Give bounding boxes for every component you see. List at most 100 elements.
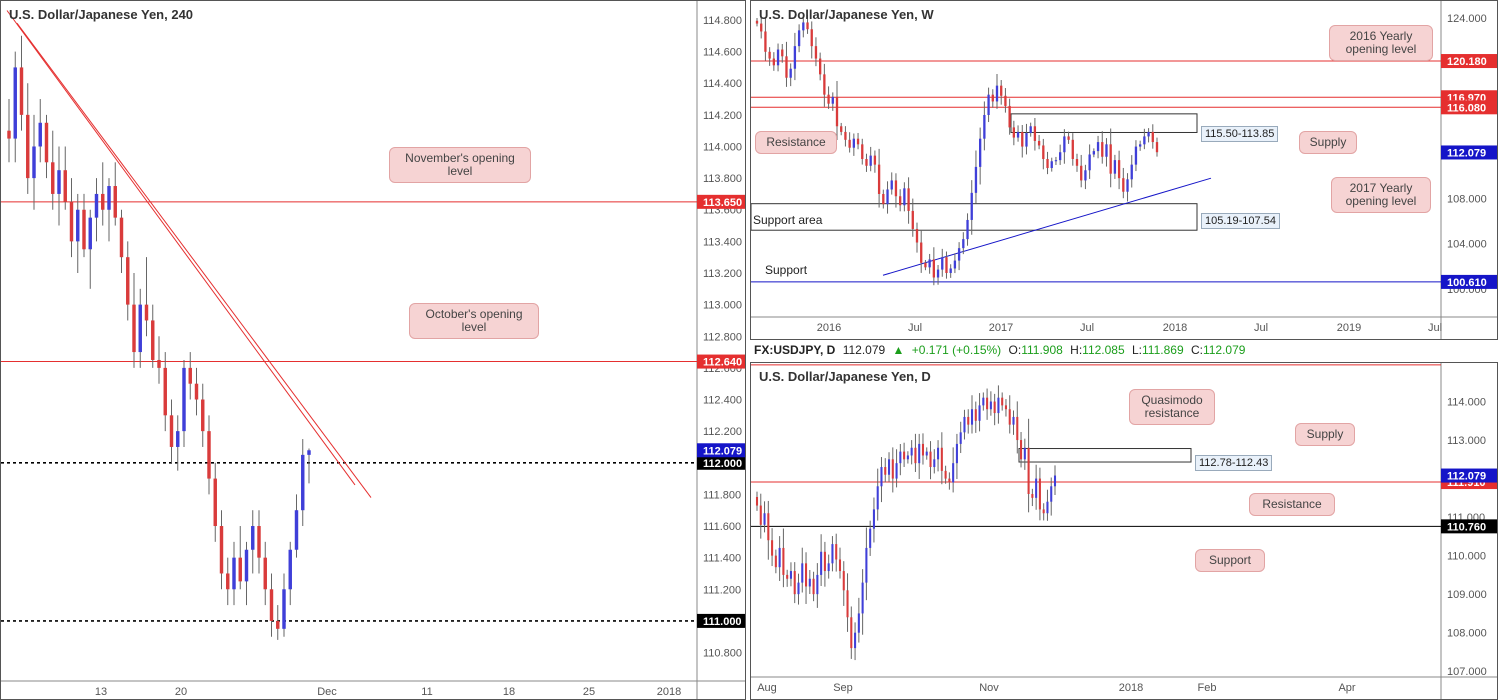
weekly-candle-body bbox=[1075, 159, 1079, 166]
daily-x-tick-label: 2018 bbox=[1119, 682, 1143, 694]
h4-candle-body bbox=[176, 431, 180, 447]
daily-candle-body bbox=[1027, 447, 1030, 494]
weekly-candle-body bbox=[852, 138, 855, 148]
weekly-candle-body bbox=[1147, 131, 1150, 137]
weekly-candle-body bbox=[814, 46, 818, 59]
daily-candle-body bbox=[978, 405, 981, 421]
h4-chart-title: U.S. Dollar/Japanese Yen, 240 bbox=[9, 7, 194, 22]
daily-candle-body bbox=[1020, 440, 1023, 460]
daily-x-tick-label: Sep bbox=[833, 682, 853, 694]
daily-candle-body bbox=[940, 447, 943, 471]
weekly-candle-body bbox=[1071, 139, 1074, 159]
weekly-candle-body bbox=[802, 22, 805, 31]
daily-candle-body bbox=[1035, 478, 1038, 498]
weekly-candle-body bbox=[1122, 178, 1125, 192]
h4-price-tag-label: 112.000 bbox=[703, 458, 742, 470]
daily-candle-body bbox=[861, 582, 864, 614]
weekly-supply-zone-label: 115.50-113.85 bbox=[1201, 126, 1279, 142]
weekly-candle-body bbox=[983, 114, 986, 139]
close-value: 112.079 bbox=[1202, 343, 1246, 357]
h4-candle-body bbox=[163, 367, 167, 416]
weekly-candle-body bbox=[970, 192, 973, 220]
weekly-chart[interactable]: 124.000120.000116.000112.000108.000104.0… bbox=[751, 1, 1497, 339]
h4-y-tick-label: 114.200 bbox=[703, 110, 742, 122]
weekly-candle-body bbox=[768, 51, 771, 59]
high-label: H: bbox=[1070, 343, 1083, 357]
weekly-candle-body bbox=[1088, 154, 1091, 171]
weekly-candle-body bbox=[1000, 85, 1003, 96]
daily-candle-body bbox=[948, 478, 951, 483]
weekly-candle-body bbox=[789, 68, 792, 78]
daily-candle-body bbox=[937, 447, 940, 460]
weekly-candle-body bbox=[899, 196, 902, 206]
last-price: 112.079 bbox=[842, 343, 886, 357]
weekly-candle-body bbox=[861, 144, 864, 159]
daily-candle-body bbox=[816, 574, 819, 595]
h4-x-tick-label: 18 bbox=[503, 686, 515, 698]
h4-trend-line bbox=[6, 10, 356, 486]
daily-price-tag-label: 110.760 bbox=[1447, 521, 1486, 533]
h4-y-tick-label: 113.800 bbox=[703, 173, 742, 185]
weekly-candle-body bbox=[823, 74, 826, 95]
weekly-zone-box bbox=[751, 203, 1198, 231]
weekly-y-tick-label: 104.000 bbox=[1447, 239, 1487, 251]
weekly-candle-body bbox=[949, 268, 952, 273]
daily-chart[interactable]: 114.000113.000112.000111.000110.000109.0… bbox=[751, 363, 1497, 699]
weekly-candle-body bbox=[1151, 131, 1154, 143]
weekly-candle-body bbox=[873, 155, 877, 165]
daily-supply-zone-label: 112.78-112.43 bbox=[1195, 455, 1273, 471]
daily-candle-body bbox=[820, 551, 823, 575]
weekly-candle-body bbox=[1080, 165, 1083, 181]
weekly-x-tick-label: Jul bbox=[1428, 322, 1442, 334]
weekly-candle-body bbox=[764, 31, 767, 52]
weekly-candle-body bbox=[793, 46, 797, 69]
weekly-candle-body bbox=[936, 269, 940, 278]
weekly-y-tick-label: 124.000 bbox=[1447, 13, 1487, 25]
weekly-candle-body bbox=[831, 96, 834, 104]
oct-open-callout: October's opening level bbox=[409, 303, 539, 339]
h4-chart-panel[interactable]: 114.800 114.600 114.400 114.200 114.000 113.8… bbox=[0, 0, 746, 700]
h4-price-tag bbox=[697, 354, 745, 369]
h4-candle-body bbox=[201, 399, 205, 432]
h4-candle-body bbox=[13, 67, 17, 139]
h4-y-tick-label: 111.600 bbox=[703, 521, 741, 533]
h4-candle-body bbox=[169, 415, 174, 447]
daily-candle-body bbox=[884, 467, 887, 475]
weekly-x-tick-label: 2019 bbox=[1337, 322, 1361, 334]
weekly-candle-body bbox=[819, 58, 822, 75]
up-arrow-icon: ▲ bbox=[892, 343, 905, 357]
h4-candle-body bbox=[138, 304, 142, 353]
h4-current-price-tag bbox=[697, 443, 745, 458]
h4-x-tick-label: Dec bbox=[317, 686, 337, 698]
daily-chart-panel[interactable]: 114.000113.000112.000111.000110.000109.0… bbox=[750, 362, 1498, 700]
weekly-candle-body bbox=[1130, 164, 1133, 180]
daily-current-price-tag bbox=[1441, 468, 1497, 483]
daily-candle-body bbox=[789, 571, 792, 579]
low-value: 111.869 bbox=[1142, 343, 1184, 357]
price-change: +0.171 (+0.15%) bbox=[911, 343, 1002, 357]
h4-candle-body bbox=[107, 186, 111, 210]
weekly-x-tick-label: Jul bbox=[908, 322, 922, 334]
daily-zone-box bbox=[1018, 448, 1192, 463]
daily-candle-body bbox=[854, 632, 857, 649]
h4-candle-body bbox=[94, 193, 99, 218]
daily-candle-body bbox=[759, 505, 762, 525]
supply-daily-callout: Supply bbox=[1295, 423, 1355, 446]
daily-candle-body bbox=[842, 571, 845, 591]
h4-candle-body bbox=[288, 549, 292, 590]
daily-candle-body bbox=[895, 463, 898, 479]
h4-candle-body bbox=[63, 170, 67, 202]
weekly-chart-panel[interactable]: 124.000120.000116.000112.000108.000104.0… bbox=[750, 0, 1498, 340]
h4-candle-body bbox=[126, 257, 130, 305]
h4-candle-body bbox=[307, 450, 311, 455]
h4-price-tag-label: 111.000 bbox=[703, 616, 742, 628]
daily-candle-body bbox=[774, 555, 777, 568]
low-label: L: bbox=[1132, 343, 1143, 357]
weekly-candle-body bbox=[1067, 136, 1070, 140]
weekly-candle-body bbox=[1139, 144, 1142, 147]
h4-price-tag bbox=[697, 613, 745, 628]
resistance-weekly-callout: Resistance bbox=[755, 131, 837, 154]
h4-candle-body bbox=[51, 162, 55, 194]
h4-chart[interactable]: 114.800 114.600 114.400 114.200 114.000 113.8… bbox=[1, 1, 745, 699]
weekly-candle-body bbox=[776, 49, 780, 66]
